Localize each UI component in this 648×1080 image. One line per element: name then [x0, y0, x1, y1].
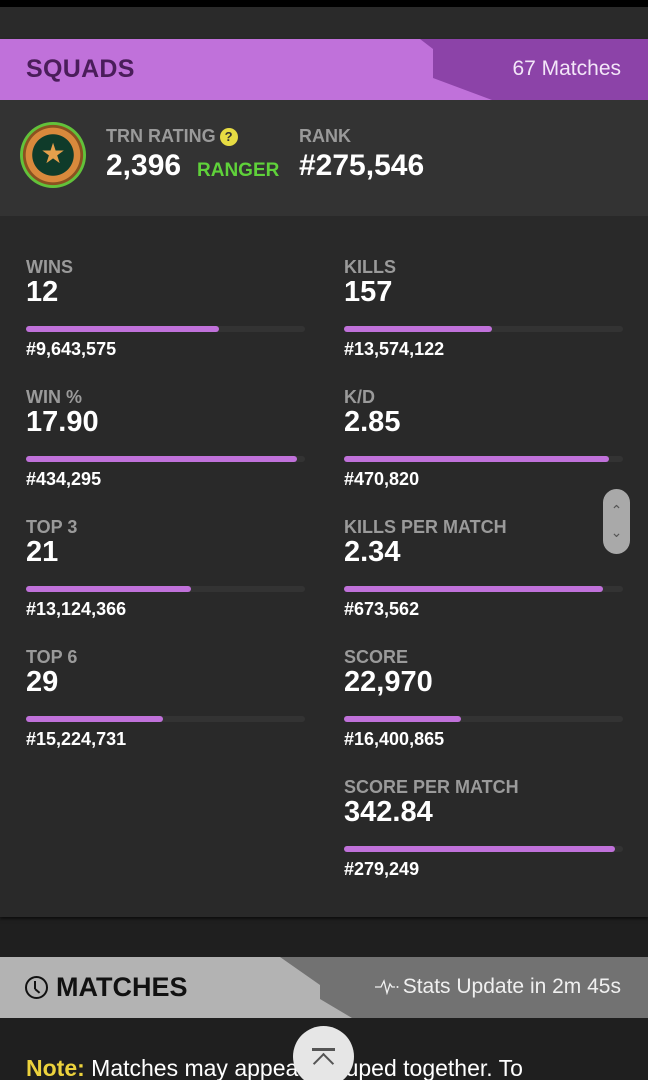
clock-icon [25, 976, 48, 999]
stat-value: 2.34 [344, 536, 401, 568]
percentile-bar [344, 586, 623, 592]
stat-rank: #13,574,122 [344, 339, 445, 359]
stat-rank: #9,643,575 [26, 339, 117, 359]
star-icon: ★ [40, 138, 66, 169]
stat-win-percent: WIN % 17.90 #434,295 [26, 387, 306, 507]
chevron-down-icon[interactable]: ⌄ [610, 524, 623, 540]
stat-label: KILLS [344, 257, 396, 277]
status-bar [0, 0, 648, 7]
header-wedge [280, 957, 648, 1018]
chevron-up-icon[interactable]: ⌃ [610, 502, 623, 518]
percentile-fill [26, 456, 297, 462]
percentile-bar [344, 456, 623, 462]
stat-kd: K/D 2.85 #470,820 [344, 387, 624, 507]
stat-kills-per-match: KILLS PER MATCH 2.34 #673,562 [344, 517, 624, 637]
stat-top-6: TOP 6 29 #15,224,731 [26, 647, 306, 767]
stat-value: 342.84 [344, 796, 433, 828]
percentile-fill [344, 326, 492, 332]
stat-value: 157 [344, 276, 393, 308]
stat-rank: #470,820 [344, 469, 420, 489]
help-icon[interactable]: ? [219, 128, 238, 146]
page-gap [0, 7, 648, 39]
percentile-fill [26, 586, 191, 592]
percentile-fill [344, 846, 615, 852]
stat-rank: #13,124,366 [26, 599, 127, 619]
trn-rating-value: 2,396 [106, 149, 182, 182]
trn-rating-label-text: TRN RATING [106, 126, 216, 146]
stat-rank: #16,400,865 [344, 729, 445, 749]
stat-rank: #279,249 [344, 859, 420, 879]
stat-value: 29 [26, 666, 59, 698]
stat-value: 17.90 [26, 406, 99, 438]
stat-label: WIN % [26, 387, 82, 407]
percentile-fill [344, 456, 610, 462]
stat-kills: KILLS 157 #13,574,122 [344, 257, 624, 377]
stat-rank: #434,295 [26, 469, 102, 489]
squads-title: SQUADS [26, 55, 135, 83]
matches-count: 67 Matches [512, 57, 621, 80]
percentile-fill [344, 716, 462, 722]
matches-note: Note: Matches may appear grouped togethe… [26, 1055, 523, 1080]
rating-tier: RANGER [197, 160, 280, 181]
stat-label: TOP 6 [26, 647, 78, 667]
stat-top-3: TOP 3 21 #13,124,366 [26, 517, 306, 637]
stat-value: 21 [26, 536, 59, 568]
scroll-top-bar-icon [312, 1048, 335, 1051]
stat-value: 2.85 [344, 406, 401, 438]
stat-label: KILLS PER MATCH [344, 517, 507, 537]
rank-value: #275,546 [299, 149, 425, 182]
stat-label: WINS [26, 257, 73, 277]
percentile-bar [26, 456, 305, 462]
percentile-bar [26, 326, 305, 332]
stat-label: SCORE PER MATCH [344, 777, 519, 797]
matches-title: MATCHES [25, 972, 188, 1003]
ranger-badge-icon: ★ [20, 122, 86, 188]
stat-rank: #15,224,731 [26, 729, 127, 749]
stat-value: 12 [26, 276, 59, 308]
trn-rating-label: TRN RATING? [106, 126, 238, 147]
percentile-bar [26, 586, 305, 592]
matches-header: MATCHES Stats Update in 2m 45s [0, 957, 648, 1018]
stat-label: SCORE [344, 647, 409, 667]
stat-value: 22,970 [344, 666, 433, 698]
rank-label: RANK [299, 126, 351, 146]
scroll-to-top-button[interactable] [293, 1026, 354, 1080]
squads-header: SQUADS 67 Matches [0, 39, 648, 100]
matches-title-text: MATCHES [56, 972, 188, 1002]
percentile-fill [344, 586, 604, 592]
percentile-bar [344, 716, 623, 722]
percentile-fill [26, 326, 219, 332]
percentile-fill [26, 716, 163, 722]
percentile-bar [344, 846, 623, 852]
stat-score-per-match: SCORE PER MATCH 342.84 #279,249 [344, 777, 624, 897]
stat-rank: #673,562 [344, 599, 420, 619]
trn-rating-row: ★ TRN RATING? 2,396 RANGER RANK #275,546 [0, 100, 648, 216]
stats-update-timer: Stats Update in 2m 45s [374, 975, 621, 999]
stat-label: TOP 3 [26, 517, 78, 537]
pulse-icon [374, 979, 399, 995]
chevron-up-icon [312, 1052, 335, 1075]
squads-stats-card: SQUADS 67 Matches ★ TRN RATING? 2,396 RA… [0, 39, 648, 917]
scroll-stepper[interactable]: ⌃ ⌄ [603, 489, 630, 554]
stat-score: SCORE 22,970 #16,400,865 [344, 647, 624, 767]
note-label: Note: [26, 1055, 85, 1080]
stat-label: K/D [344, 387, 375, 407]
percentile-bar [26, 716, 305, 722]
percentile-bar [344, 326, 623, 332]
stat-wins: WINS 12 #9,643,575 [26, 257, 306, 377]
stats-update-text: Stats Update in 2m 45s [402, 975, 621, 998]
